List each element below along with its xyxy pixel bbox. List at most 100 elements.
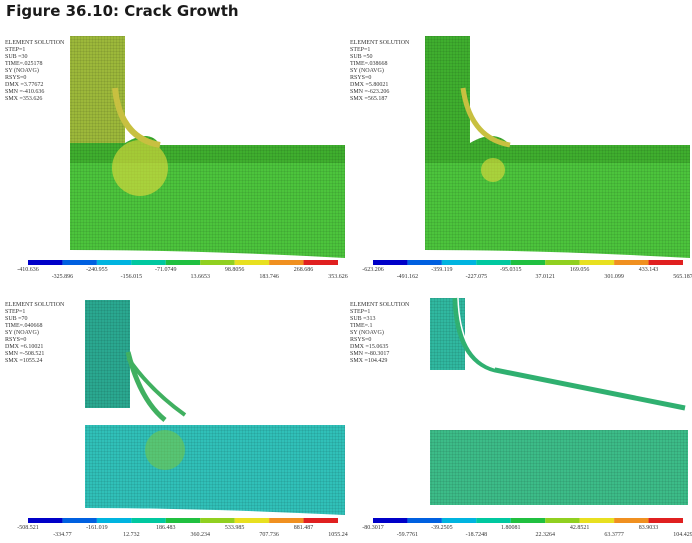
legend-swatch: [303, 518, 338, 523]
legend-swatch: [303, 260, 338, 265]
legend-swatch: [614, 260, 649, 265]
legend-label: -325.896: [52, 274, 74, 280]
solution-info: RSYS=0: [5, 337, 26, 343]
legend-swatch: [234, 260, 270, 265]
legend-swatch: [579, 518, 615, 523]
legend-swatch: [373, 260, 408, 265]
legend-swatch: [614, 518, 649, 523]
mesh-grid: [85, 425, 345, 515]
solution-info: SY (NOAVG): [350, 67, 384, 74]
legend-swatch: [62, 518, 97, 523]
legend-swatch: [269, 518, 304, 523]
solution-info: RSYS=0: [350, 75, 371, 81]
solution-info: STEP=1: [5, 309, 25, 315]
legend-swatch: [407, 260, 442, 265]
legend-swatch: [28, 260, 63, 265]
legend-label: 104.429: [673, 532, 692, 538]
legend-label: -39.2505: [431, 525, 453, 531]
mesh-grid: [425, 36, 470, 143]
solution-info: SMX =353.626: [5, 96, 42, 102]
legend-swatch: [234, 518, 270, 523]
legend-swatch: [476, 260, 511, 265]
legend-swatch: [269, 260, 304, 265]
fillet: [460, 87, 511, 148]
solution-info: TIME=.040668: [5, 323, 43, 329]
solution-info: RSYS=0: [5, 75, 26, 81]
solution-info: ELEMENT SOLUTION: [5, 40, 65, 46]
legend-label: -161.019: [86, 525, 108, 531]
legend-swatch: [648, 260, 683, 265]
mesh-grid: [430, 430, 688, 505]
legend-label: -59.7761: [397, 532, 419, 538]
legend-swatch: [648, 518, 683, 523]
solution-info: SUB =70: [5, 316, 28, 322]
legend-swatch: [441, 260, 477, 265]
solution-info: SMX =565.187: [350, 96, 387, 102]
solution-info: STEP=1: [350, 309, 370, 315]
solution-info: SMN =-508.521: [5, 351, 44, 357]
legend-label: -240.955: [86, 267, 108, 273]
solution-info: SMX =1055.24: [5, 358, 42, 364]
solution-info: SMN =-80.3017: [350, 351, 389, 357]
mesh-grid: [70, 36, 125, 143]
legend-label: 98.8056: [225, 267, 245, 273]
mesh-grid: [85, 300, 130, 408]
legend-label: -95.0315: [500, 267, 522, 273]
legend-label: -18.7248: [466, 532, 488, 538]
solution-info: ELEMENT SOLUTION: [350, 302, 410, 308]
legend-label: -227.075: [466, 274, 488, 280]
legend-swatch: [96, 260, 132, 265]
solution-info: TIME=.038668: [350, 61, 388, 67]
solution-info: SMX =104.429: [350, 358, 387, 364]
legend-label: -71.0749: [155, 267, 177, 273]
solution-info: SMN =-623.206: [350, 89, 389, 95]
legend-swatch: [200, 518, 235, 523]
legend-label: 301.099: [604, 274, 624, 280]
legend-label: 353.626: [328, 274, 348, 280]
legend-label: 186.483: [156, 525, 176, 531]
legend-label: 22.3264: [535, 532, 555, 538]
mesh-grid: [425, 135, 690, 163]
crack-line: [457, 297, 496, 369]
solution-info: RSYS=0: [350, 337, 371, 343]
legend-swatch: [96, 518, 132, 523]
legend-label: -80.3017: [362, 525, 384, 531]
legend-label: 42.8521: [570, 525, 590, 531]
legend-label: 268.686: [294, 267, 314, 273]
legend-label: 565.187: [673, 274, 692, 280]
solution-info: STEP=1: [350, 47, 370, 53]
solution-info: SMN =-410.636: [5, 89, 44, 95]
legend-label: -508.521: [17, 525, 39, 531]
legend-swatch: [165, 260, 201, 265]
solution-info: SUB =50: [350, 54, 373, 60]
legend-swatch: [579, 260, 615, 265]
legend-swatch: [545, 260, 580, 265]
legend-label: -410.636: [17, 267, 39, 273]
solution-info: STEP=1: [5, 47, 25, 53]
crack-flap: [126, 356, 187, 417]
solution-info: TIME=.1: [350, 323, 373, 329]
solution-info: SY (NOAVG): [5, 329, 39, 336]
crack-flap: [125, 351, 167, 422]
legend-swatch: [28, 518, 63, 523]
legend-label: 12.732: [123, 532, 140, 538]
legend-label: -491.162: [397, 274, 419, 280]
solution-info: DMX =3.77672: [5, 82, 43, 88]
legend-swatch: [62, 260, 97, 265]
solution-info: SUB =313: [350, 316, 376, 322]
legend-swatch: [373, 518, 408, 523]
solution-info: DMX =5.80021: [350, 82, 388, 88]
legend-label: -156.015: [121, 274, 143, 280]
figure-title: Figure 36.10: Crack Growth: [6, 2, 239, 20]
legend-label: 169.056: [570, 267, 590, 273]
mesh-grid: [425, 163, 690, 258]
stress-zone: [112, 140, 168, 196]
legend-swatch: [131, 260, 166, 265]
legend-swatch: [407, 518, 442, 523]
legend-label: -334.77: [53, 532, 72, 538]
legend-label: 707.736: [259, 532, 279, 538]
solution-info: ELEMENT SOLUTION: [5, 302, 65, 308]
